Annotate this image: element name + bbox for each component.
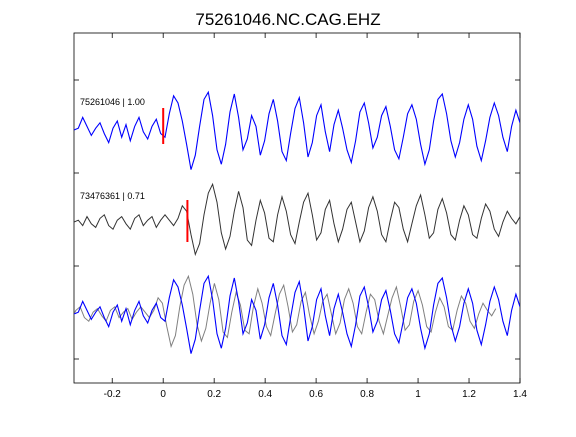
trace-label-master: 75261046 | 1.00 [80,97,145,107]
chart-title: 75261046.NC.CAG.EHZ [195,10,380,29]
x-tick-label: -0.2 [104,389,122,400]
trace-group [74,90,520,257]
x-tick-label: 1 [415,389,421,400]
x-tick-label: 0.6 [309,389,323,400]
x-tick-label: 1.2 [462,389,476,400]
x-tick-label: 1.4 [513,389,527,400]
y-tick-marks [74,79,520,360]
trace-similar-line [74,182,520,257]
x-axis-ticks [111,33,521,383]
overlay-similar-line [74,274,497,349]
trace-label-similar: 73476361 | 0.71 [80,191,145,201]
pick-markers [162,108,189,242]
overlay-group [74,274,520,354]
trace-master-line [74,90,520,170]
x-tick-label: 0.8 [360,389,374,400]
x-axis-tick-labels: -0.2 0 0.2 0.4 0.6 0.8 1 1.2 1.4 [104,389,528,400]
plot-frame [73,32,521,384]
x-tick-label: 0.4 [258,389,272,400]
overlay-master-line [74,274,520,354]
x-tick-label: 0.2 [207,389,221,400]
x-tick-label: 0 [160,389,166,400]
